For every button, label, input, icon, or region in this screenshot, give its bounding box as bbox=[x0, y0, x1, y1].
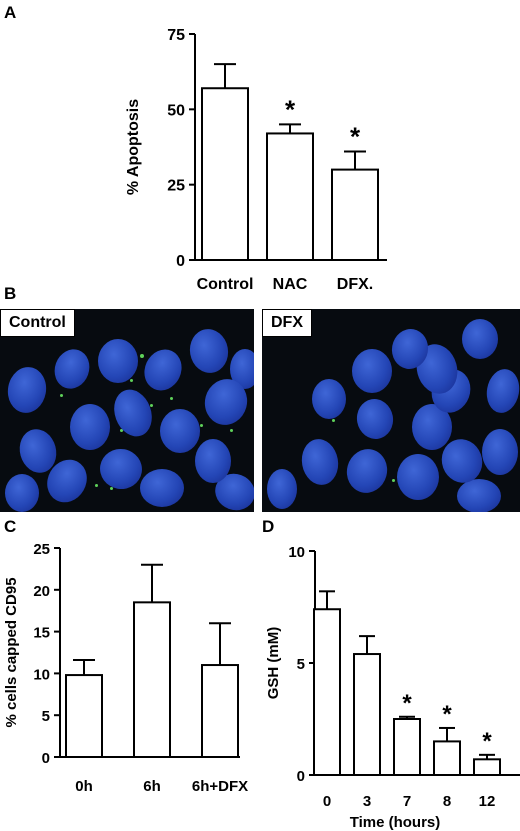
fluorescent-speck bbox=[200, 424, 203, 427]
bar bbox=[393, 718, 421, 776]
bar bbox=[266, 132, 314, 261]
fluorescent-speck bbox=[150, 404, 153, 407]
chart-gsh: 0 5 10 GSH (mM) 0 3 * 7 * 8 * 12 Time (hours) bbox=[265, 544, 520, 831]
cell-nucleus bbox=[160, 409, 200, 453]
y-tick-label: 15 bbox=[33, 625, 50, 642]
panel-b-label: B bbox=[4, 284, 17, 303]
fluorescent-speck bbox=[120, 429, 123, 432]
y-tick-label: 0 bbox=[176, 253, 185, 270]
y-axis-label: % cells capped CD95 bbox=[3, 577, 20, 727]
bar bbox=[201, 664, 239, 758]
y-tick-label: 0 bbox=[42, 750, 50, 767]
bar bbox=[473, 758, 501, 777]
category-label: Control bbox=[197, 276, 254, 293]
cell-nucleus bbox=[4, 364, 50, 416]
cell-nucleus bbox=[397, 454, 439, 500]
bar bbox=[65, 674, 103, 759]
chart-apoptosis: 0 25 50 75 % Apoptosis Control * NAC * DFX. bbox=[125, 27, 387, 293]
significance-marker: * bbox=[482, 728, 492, 755]
fluorescent-speck bbox=[170, 397, 173, 400]
y-tick-label: 25 bbox=[33, 541, 50, 558]
cell-nucleus bbox=[353, 396, 397, 442]
cell-nucleus bbox=[140, 469, 184, 507]
y-tick-label: 5 bbox=[297, 656, 305, 673]
significance-marker: * bbox=[285, 94, 296, 124]
cell-nucleus bbox=[5, 474, 39, 512]
fluorescent-speck bbox=[230, 429, 233, 432]
bar bbox=[133, 601, 171, 758]
bar bbox=[201, 87, 249, 261]
cell-nucleus bbox=[483, 366, 520, 416]
category-label: 8 bbox=[443, 793, 451, 810]
cell-nucleus bbox=[186, 326, 232, 376]
cell-nucleus bbox=[49, 344, 95, 394]
cell-nucleus bbox=[298, 436, 342, 488]
bar bbox=[433, 740, 461, 776]
bar bbox=[313, 608, 341, 776]
y-tick-label: 50 bbox=[167, 102, 185, 119]
cell-nucleus bbox=[352, 349, 392, 393]
cell-nucleus bbox=[457, 479, 501, 512]
significance-marker: * bbox=[350, 122, 361, 152]
y-axis-label: % Apoptosis bbox=[125, 99, 142, 195]
fluorescent-speck bbox=[130, 379, 133, 382]
chart-capped-cd95: 0 5 10 15 20 25 % cells capped CD95 0h 6h 6h+DFX bbox=[3, 541, 248, 795]
category-label: NAC bbox=[273, 276, 308, 293]
cell-nucleus bbox=[137, 343, 189, 397]
cell-nucleus bbox=[462, 319, 498, 359]
y-tick-label: 10 bbox=[288, 544, 305, 561]
micrograph-dfx: DFX bbox=[262, 309, 520, 512]
micrograph-dfx-label: DFX bbox=[262, 309, 312, 337]
fluorescent-speck bbox=[140, 354, 144, 358]
bar bbox=[331, 168, 379, 262]
category-label: 3 bbox=[363, 793, 371, 810]
cell-nucleus bbox=[267, 469, 297, 509]
category-label: 12 bbox=[479, 793, 496, 810]
fluorescent-speck bbox=[95, 484, 98, 487]
category-label: 0h bbox=[75, 778, 93, 795]
y-tick-label: 25 bbox=[167, 178, 185, 195]
cell-nucleus bbox=[482, 429, 518, 475]
y-tick-label: 10 bbox=[33, 666, 50, 683]
y-tick-label: 5 bbox=[42, 708, 50, 725]
category-label: DFX. bbox=[337, 276, 373, 293]
cell-nucleus bbox=[341, 444, 393, 498]
panel-a-label: A bbox=[4, 3, 17, 22]
cell-nucleus bbox=[312, 379, 346, 419]
micrograph-control: Control bbox=[0, 309, 254, 512]
bar bbox=[353, 653, 381, 776]
cell-nucleus bbox=[98, 339, 138, 383]
panel-c-label: C bbox=[4, 517, 17, 536]
significance-marker: * bbox=[442, 701, 452, 728]
y-tick-label: 75 bbox=[167, 27, 185, 44]
category-label: 7 bbox=[403, 793, 411, 810]
cell-nucleus bbox=[96, 445, 146, 493]
cell-nucleus bbox=[70, 404, 110, 450]
panel-d-label: D bbox=[262, 517, 275, 536]
fluorescent-speck bbox=[392, 479, 395, 482]
significance-marker: * bbox=[402, 690, 412, 717]
x-axis-label: Time (hours) bbox=[350, 814, 441, 831]
category-label: 0 bbox=[323, 793, 331, 810]
y-tick-label: 20 bbox=[33, 583, 50, 600]
fluorescent-speck bbox=[110, 487, 113, 490]
micrograph-control-label: Control bbox=[0, 309, 75, 337]
category-label: 6h bbox=[143, 778, 161, 795]
cell-nucleus bbox=[195, 439, 231, 483]
fluorescent-speck bbox=[60, 394, 63, 397]
y-axis-label: GSH (mM) bbox=[265, 627, 282, 700]
y-tick-label: 0 bbox=[297, 768, 305, 785]
fluorescent-speck bbox=[332, 419, 335, 422]
cell-nucleus bbox=[107, 384, 159, 442]
category-label: 6h+DFX bbox=[192, 778, 248, 795]
